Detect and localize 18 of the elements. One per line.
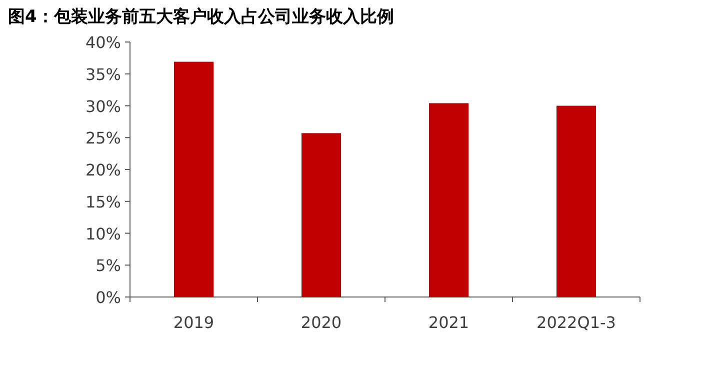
y-tick-label: 5%	[96, 256, 121, 276]
y-tick-label: 30%	[85, 96, 121, 116]
x-tick-label: 2021	[428, 313, 470, 332]
y-tick-label: 25%	[85, 128, 121, 148]
y-tick-label: 35%	[85, 64, 121, 84]
y-tick-label: 0%	[96, 288, 121, 307]
y-tick-label: 15%	[85, 192, 121, 212]
x-tick-label: 2020	[300, 313, 342, 332]
x-tick-label: 2019	[173, 313, 214, 332]
bar	[301, 133, 342, 297]
y-tick-label: 10%	[85, 224, 121, 244]
chart-title: 图4：包装业务前五大客户收入占公司业务收入比例	[8, 7, 394, 27]
bar	[428, 103, 469, 297]
bar	[174, 62, 214, 297]
y-tick-label: 40%	[85, 33, 121, 52]
y-tick-label: 20%	[85, 160, 121, 180]
bar	[556, 106, 596, 297]
x-tick-label: 2022Q1-3	[536, 313, 616, 332]
